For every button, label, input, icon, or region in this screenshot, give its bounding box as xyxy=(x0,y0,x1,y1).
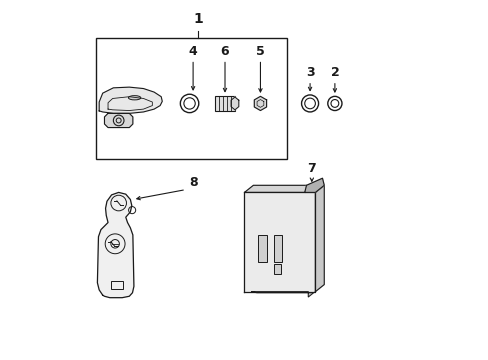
Polygon shape xyxy=(104,113,133,127)
Polygon shape xyxy=(254,96,266,111)
Bar xyxy=(273,264,281,274)
Text: 3: 3 xyxy=(305,66,314,79)
Text: 1: 1 xyxy=(193,12,203,26)
Bar xyxy=(111,282,123,289)
Text: 2: 2 xyxy=(330,66,339,79)
Text: 8: 8 xyxy=(188,176,197,189)
Polygon shape xyxy=(251,292,313,297)
Text: 4: 4 xyxy=(188,45,197,58)
Bar xyxy=(96,38,286,159)
Bar xyxy=(273,235,282,262)
Polygon shape xyxy=(304,178,324,192)
Text: 5: 5 xyxy=(256,45,264,58)
Polygon shape xyxy=(244,192,315,292)
Ellipse shape xyxy=(128,96,141,100)
Polygon shape xyxy=(244,185,324,192)
Text: 7: 7 xyxy=(307,162,316,175)
Polygon shape xyxy=(315,185,324,292)
Text: 6: 6 xyxy=(220,45,229,58)
Bar xyxy=(215,96,234,111)
Polygon shape xyxy=(97,192,134,298)
Bar xyxy=(258,235,266,262)
Polygon shape xyxy=(99,87,162,113)
Polygon shape xyxy=(231,97,238,110)
